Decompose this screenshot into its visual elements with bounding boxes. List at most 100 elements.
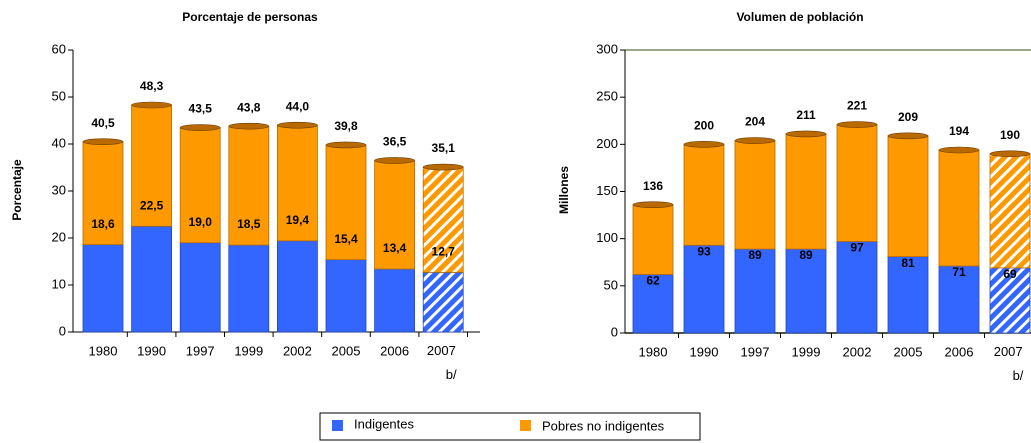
value-label: 22,5: [140, 198, 164, 212]
bar: [734, 140, 776, 250]
value-label: 89: [748, 248, 762, 262]
total-label: 39,8: [334, 119, 358, 133]
x-tick-label: 2006: [380, 343, 409, 358]
bar: [683, 244, 725, 334]
bar-top: [131, 101, 172, 109]
total-label: 40,5: [91, 116, 115, 130]
value-label: 13,4: [383, 241, 407, 255]
x-tick-label-line: 2007: [994, 344, 1027, 359]
bar-top: [228, 122, 270, 130]
bar: [228, 244, 270, 333]
value-label: 62: [646, 274, 660, 288]
total-label: 43,8: [237, 100, 261, 114]
bar: [785, 248, 827, 334]
y-tick-label: 30: [52, 182, 66, 197]
bar: [422, 166, 464, 273]
y-tick-label: 20: [52, 229, 66, 244]
bar: [276, 240, 318, 333]
value-label: 89: [799, 248, 813, 262]
bar: [683, 143, 725, 246]
y-tick-label: 200: [596, 136, 618, 151]
bar: [82, 244, 124, 333]
bar-top: [836, 121, 878, 128]
chart-title: Porcentaje de personas: [182, 10, 318, 24]
bar-top: [683, 141, 725, 148]
x-tick-label: 1997: [741, 344, 770, 359]
x-tick-label: 1999: [234, 343, 263, 358]
total-label: 204: [745, 115, 765, 129]
legend-label: Pobres no indigentes: [542, 418, 665, 433]
value-label: 15,4: [334, 232, 358, 246]
bar: [887, 135, 929, 257]
bar-top: [785, 130, 827, 138]
total-label: 36,5: [383, 135, 407, 149]
y-tick-label: 300: [596, 41, 618, 56]
bar-top: [374, 157, 415, 164]
total-label: 190: [1000, 128, 1020, 142]
y-axis-label: Millones: [557, 166, 571, 214]
bar: [374, 160, 416, 270]
x-tick-label: 2005: [894, 344, 923, 359]
value-label: 19,0: [189, 215, 213, 229]
bar: [632, 204, 674, 275]
bar: [989, 267, 1031, 334]
bar: [785, 133, 827, 250]
bar-top: [325, 141, 367, 149]
x-tick-label: 1980: [89, 343, 118, 358]
value-label: 81: [901, 256, 915, 270]
bar: [887, 256, 929, 334]
bar: [374, 268, 416, 333]
bar-top: [277, 121, 318, 129]
y-tick-label: 60: [52, 41, 66, 56]
bar-top: [82, 138, 124, 145]
y-axis-label: Porcentaje: [10, 159, 24, 221]
y-tick-label: 40: [52, 135, 66, 150]
total-label: 221: [847, 99, 867, 113]
bar-top: [179, 124, 221, 131]
x-tick-label: 1999: [792, 344, 821, 359]
value-label: 71: [952, 265, 966, 279]
total-label: 35,1: [432, 141, 456, 155]
bar: [179, 242, 221, 333]
x-tick-label-line: 2007: [427, 343, 460, 358]
value-label: 12,7: [432, 244, 456, 258]
x-tick-label: 2006: [945, 344, 974, 359]
total-label: 194: [949, 124, 969, 138]
legend-swatch: [520, 420, 531, 431]
bar: [228, 125, 270, 246]
value-label: 97: [850, 241, 864, 255]
total-label: 211: [796, 108, 816, 122]
bar: [422, 271, 464, 333]
bar-top: [632, 201, 674, 209]
value-label: 18,6: [91, 217, 115, 231]
bar: [131, 104, 173, 227]
bar: [131, 225, 173, 333]
y-tick-label: 150: [596, 183, 618, 198]
total-label: 44,0: [286, 99, 310, 113]
x-tick-label: 1980: [639, 344, 668, 359]
x-tick-label: 2005: [332, 343, 361, 358]
legend-box: [319, 412, 701, 441]
value-label: 69: [1003, 267, 1017, 281]
total-label: 209: [898, 110, 918, 124]
bar: [836, 124, 878, 242]
y-tick-label: 0: [611, 324, 618, 339]
bar: [989, 153, 1031, 269]
legend-swatch: [332, 420, 343, 431]
bar: [734, 248, 776, 334]
y-tick-label: 10: [52, 276, 66, 291]
bar-top: [938, 146, 980, 154]
x-tick-label: 2002: [283, 343, 312, 358]
bar: [276, 124, 318, 242]
value-label: 93: [697, 244, 711, 258]
x-tick-label: 2002: [843, 344, 872, 359]
bar: [836, 241, 878, 334]
value-label: 18,5: [237, 217, 261, 231]
x-tick-label-line: b/: [446, 367, 457, 382]
total-label: 43,5: [189, 102, 213, 116]
y-tick-label: 50: [52, 88, 66, 103]
chart-title: Volumen de población: [736, 10, 863, 24]
y-tick-label: 50: [604, 277, 618, 292]
total-label: 48,3: [140, 79, 164, 93]
